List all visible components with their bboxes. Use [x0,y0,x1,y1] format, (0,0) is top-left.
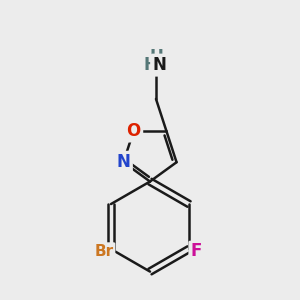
Text: N: N [153,56,166,74]
Text: H: H [144,56,158,74]
Text: H: H [149,48,163,66]
Text: Br: Br [95,244,114,259]
Text: N: N [116,153,130,171]
Text: F: F [190,242,201,260]
Text: O: O [127,122,141,140]
